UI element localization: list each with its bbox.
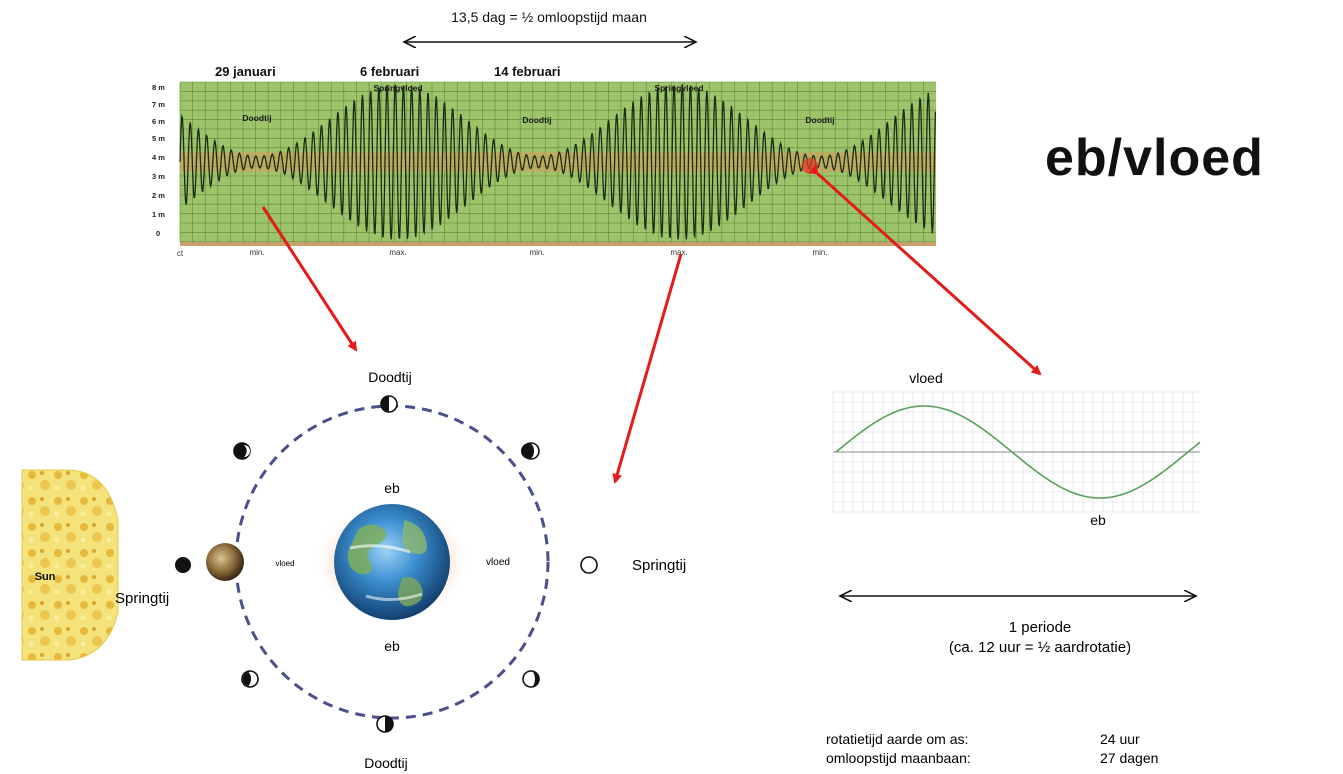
period-label: 1 periode xyxy=(1009,619,1072,636)
earth-icon xyxy=(334,504,450,620)
arrow-doodtij xyxy=(261,206,358,352)
corner-label: ct xyxy=(177,249,184,258)
fact-label: rotatietijd aarde om as: xyxy=(826,731,968,747)
doodtij-chart-label: Doodtij xyxy=(242,113,271,123)
wave-chart: vloed eb 1 periode (ca. 12 uur = ½ aardr… xyxy=(832,370,1201,656)
min-label: min. xyxy=(249,248,264,257)
current-position-marker xyxy=(802,158,818,174)
moon-phase-new-icon xyxy=(175,557,191,573)
sun-icon: Sun xyxy=(21,469,119,661)
fact-value: 27 dagen xyxy=(1100,750,1158,766)
y-tick-label: 3 m xyxy=(152,172,165,181)
moon-phase-bottom-right-icon xyxy=(522,670,540,688)
doodtij-top-label: Doodtij xyxy=(368,369,412,385)
facts: rotatietijd aarde om as: 24 uur omloopst… xyxy=(826,731,1158,766)
vloed-left-label: vloed xyxy=(275,559,294,568)
springvloed-chart-label: Springvloed xyxy=(654,83,703,93)
springvloed-chart-label: Springvloed xyxy=(373,83,422,93)
y-tick-label: 1 m xyxy=(152,210,165,219)
y-tick-label: 7 m xyxy=(152,100,165,109)
y-tick-label: 8 m xyxy=(152,83,165,92)
main-title: eb/vloed xyxy=(1045,129,1264,187)
y-tick-label: 0 xyxy=(156,229,160,238)
y-tick-label: 5 m xyxy=(152,134,165,143)
y-tick-label: 6 m xyxy=(152,117,165,126)
wave-eb-label: eb xyxy=(1090,512,1106,528)
eb-top-label: eb xyxy=(384,480,400,496)
doodtij-chart-label: Doodtij xyxy=(522,115,551,125)
span-label: 13,5 dag = ½ omloopstijd maan xyxy=(451,9,647,25)
doodtij-chart-label: Doodtij xyxy=(805,115,834,125)
arrow-springtij xyxy=(612,253,683,484)
arrow-wave-detail xyxy=(808,164,1042,376)
moon-icon xyxy=(206,543,244,581)
moon-phase-bottom-icon xyxy=(376,715,394,733)
moon-phase-full-icon xyxy=(580,556,598,574)
fact-value: 24 uur xyxy=(1100,731,1140,747)
y-tick-label: 2 m xyxy=(152,191,165,200)
date-label: 14 februari xyxy=(494,64,560,79)
chart-baseline xyxy=(180,242,936,246)
springtij-right-label: Springtij xyxy=(632,557,686,574)
max-label: max. xyxy=(670,248,687,257)
eb-bottom-label: eb xyxy=(384,638,400,654)
moon-phase-top-right-icon xyxy=(521,442,540,460)
doodtij-bottom-label: Doodtij xyxy=(364,755,408,771)
y-tick-label: 4 m xyxy=(152,153,165,162)
moon-phase-bottom-left-icon xyxy=(241,670,259,688)
moon-orbit-diagram: Sun eb eb vloed vloed xyxy=(21,369,686,771)
min-label: min. xyxy=(529,248,544,257)
max-label: max. xyxy=(389,248,406,257)
date-label: 29 januari xyxy=(215,64,276,79)
sun-label: Sun xyxy=(35,571,56,583)
wave-curve xyxy=(835,405,1201,499)
vloed-right-label: vloed xyxy=(486,557,510,568)
y-tick-labels: 8 m 7 m 6 m 5 m 4 m 3 m 2 m 1 m 0 xyxy=(152,83,165,238)
moon-phase-top-icon xyxy=(380,395,398,413)
min-label: min. xyxy=(812,248,827,257)
period-sublabel: (ca. 12 uur = ½ aardrotatie) xyxy=(949,639,1131,656)
springtij-left-label: Springtij xyxy=(115,590,169,607)
tide-chart: 8 m 7 m 6 m 5 m 4 m 3 m 2 m 1 m 0 29 jan… xyxy=(148,61,938,266)
moon-phase-top-left-icon xyxy=(233,442,251,460)
wave-vloed-label: vloed xyxy=(909,370,942,386)
date-label: 6 februari xyxy=(360,64,419,79)
fact-label: omloopstijd maanbaan: xyxy=(826,750,971,766)
